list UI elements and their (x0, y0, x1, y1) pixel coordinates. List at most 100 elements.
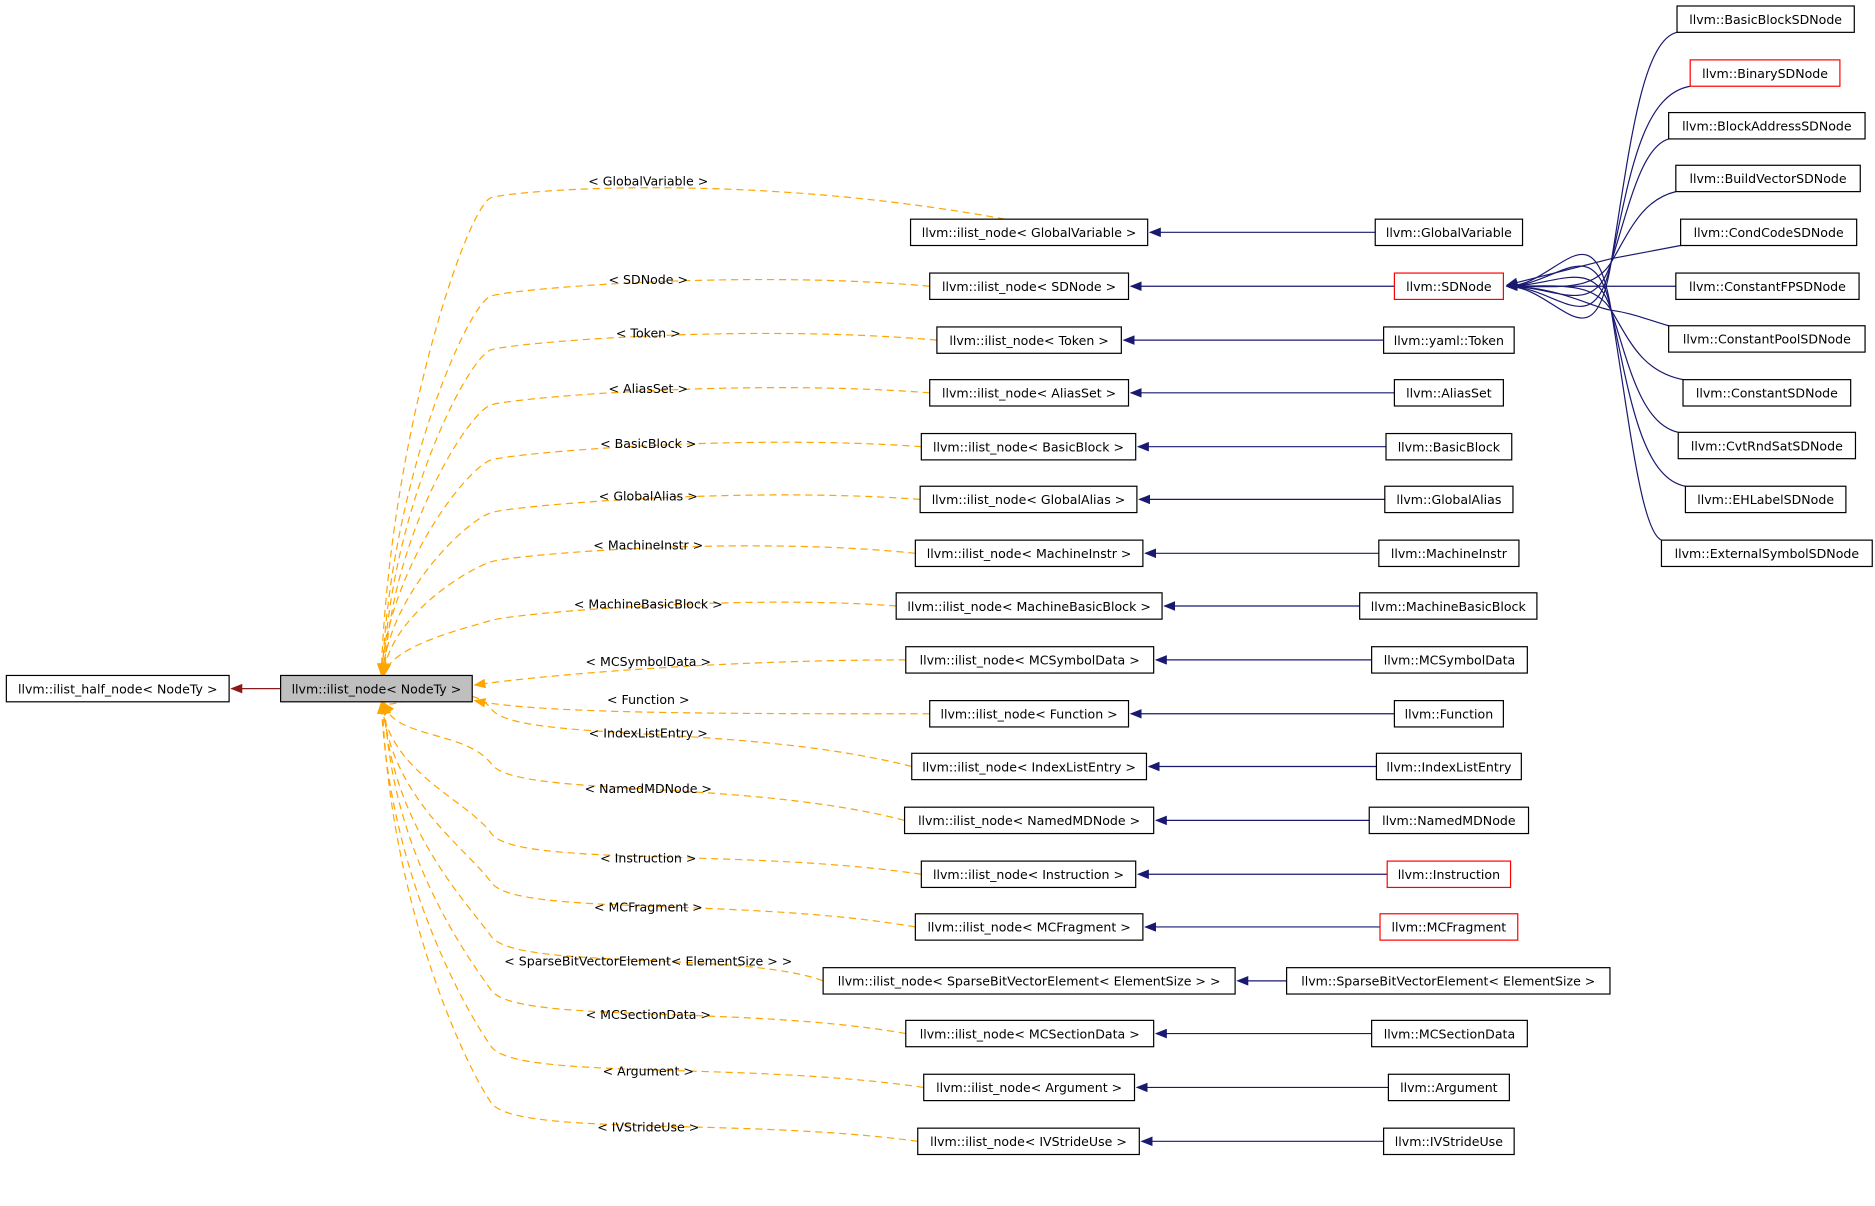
sdnode-subclass-node-label: llvm::ConstantPoolSDNode (1683, 332, 1851, 347)
sdnode-inheritance-edge (1505, 276, 1679, 433)
template-instance-node-label: llvm::ilist_node< IndexListEntry > (922, 759, 1136, 774)
template-instance-node-box (929, 700, 1130, 728)
sdnode-subclass-node[interactable]: llvm::EHLabelSDNode (1684, 485, 1847, 514)
derived-class-node[interactable]: llvm::SparseBitVectorElement< ElementSiz… (1286, 967, 1611, 995)
base-class-node-label: llvm::ilist_half_node< NodeTy > (18, 681, 218, 696)
derived-class-node[interactable]: llvm::MachineBasicBlock (1359, 592, 1538, 620)
sdnode-inheritance-edge (1505, 31, 1678, 319)
sdnode-subclass-node[interactable]: llvm::ConstantSDNode (1682, 379, 1852, 407)
template-instance-node[interactable]: llvm::ilist_node< MCSectionData > (905, 1019, 1155, 1048)
derived-class-node[interactable]: llvm::GlobalVariable (1374, 218, 1524, 247)
derived-class-node[interactable]: llvm::MCFragment (1379, 913, 1519, 941)
derived-class-node-box (1386, 860, 1512, 889)
derived-class-node[interactable]: llvm::MCSymbolData (1371, 646, 1528, 674)
derived-class-node-box (1379, 913, 1519, 941)
sdnode-subclass-node-label: llvm::CondCodeSDNode (1694, 225, 1844, 240)
template-instance-node[interactable]: llvm::ilist_node< Function > (929, 700, 1130, 728)
template-instance-node-box (929, 272, 1130, 301)
template-instance-node[interactable]: llvm::ilist_node< SDNode > (929, 272, 1130, 301)
sdnode-inheritance-edge (1505, 253, 1662, 541)
template-instance-node-label: llvm::ilist_node< MachineBasicBlock > (907, 599, 1151, 614)
derived-class-node-box (1393, 272, 1504, 301)
sdnode-subclass-node-label: llvm::BasicBlockSDNode (1689, 12, 1842, 27)
template-instance-node-box (903, 806, 1155, 835)
derived-class-node-label: llvm::SparseBitVectorElement< ElementSiz… (1301, 974, 1595, 989)
sdnode-subclass-node[interactable]: llvm::BinarySDNode (1689, 59, 1841, 87)
template-instance-node[interactable]: llvm::ilist_node< SparseBitVectorElement… (822, 967, 1236, 995)
sdnode-subclass-node-box (1675, 164, 1861, 193)
template-edge (377, 701, 922, 875)
template-instance-node[interactable]: llvm::ilist_node< MCSymbolData > (905, 646, 1155, 674)
template-instance-node[interactable]: llvm::ilist_node< Token > (936, 326, 1122, 354)
sdnode-subclass-node-box (1668, 111, 1866, 140)
sdnode-subclass-node[interactable]: llvm::ExternalSymbolSDNode (1660, 539, 1873, 568)
template-instance-node[interactable]: llvm::ilist_node< NamedMDNode > (903, 806, 1155, 835)
template-argument-label: < Token > (616, 326, 681, 341)
template-instance-node-box (917, 1127, 1140, 1156)
template-instance-node[interactable]: llvm::ilist_node< GlobalAlias > (919, 485, 1138, 514)
derived-class-node-label: llvm::MachineInstr (1391, 546, 1508, 561)
template-edge (381, 701, 905, 821)
template-instance-node[interactable]: llvm::ilist_node< MachineInstr > (914, 539, 1144, 568)
template-instance-node-box (905, 1019, 1155, 1048)
derived-class-node[interactable]: llvm::BasicBlock (1385, 432, 1513, 461)
sdnode-subclass-node-label: llvm::ConstantFPSDNode (1689, 279, 1846, 294)
derived-class-node-box (1384, 485, 1514, 514)
derived-class-node[interactable]: llvm::IVStrideUse (1383, 1127, 1515, 1156)
template-instance-node[interactable]: llvm::ilist_node< AliasSet > (929, 379, 1130, 407)
template-instance-node-label: llvm::ilist_node< MCSymbolData > (920, 653, 1140, 668)
sdnode-subclass-node[interactable]: llvm::CondCodeSDNode (1680, 218, 1858, 247)
derived-class-node-box (1385, 432, 1513, 461)
sdnode-subclass-node-box (1684, 485, 1847, 514)
derived-class-node[interactable]: llvm::Function (1393, 700, 1504, 728)
template-instance-node[interactable]: llvm::ilist_node< GlobalVariable > (909, 218, 1149, 247)
derived-class-node[interactable]: llvm::Argument (1387, 1073, 1510, 1102)
template-edge (380, 387, 930, 676)
derived-class-node[interactable]: llvm::IndexListEntry (1375, 752, 1522, 781)
sdnode-subclass-node[interactable]: llvm::CvtRndSatSDNode (1677, 431, 1857, 460)
sdnode-subclass-node-box (1660, 539, 1873, 568)
template-instance-node-label: llvm::ilist_node< Function > (941, 707, 1118, 722)
template-argument-label: < AliasSet > (609, 381, 689, 396)
sdnode-inheritance-edge (1505, 281, 1669, 327)
derived-class-node-label: llvm::MCSymbolData (1384, 653, 1516, 668)
base-class-node[interactable]: llvm::ilist_half_node< NodeTy > (5, 674, 230, 703)
sdnode-subclass-node[interactable]: llvm::BuildVectorSDNode (1675, 164, 1861, 193)
root-class-node[interactable]: llvm::ilist_node< NodeTy > (280, 674, 473, 703)
template-instance-node-label: llvm::ilist_node< SDNode > (942, 279, 1116, 294)
derived-class-node[interactable]: llvm::MCSectionData (1371, 1019, 1528, 1048)
template-instance-node-box (905, 646, 1155, 674)
derived-class-node[interactable]: llvm::GlobalAlias (1384, 485, 1514, 514)
derived-class-node[interactable]: llvm::yaml::Token (1383, 326, 1515, 354)
derived-class-node[interactable]: llvm::AliasSet (1393, 379, 1504, 407)
template-instance-node[interactable]: llvm::ilist_node< IndexListEntry > (911, 752, 1148, 781)
derived-class-node[interactable]: llvm::SDNode (1393, 272, 1504, 301)
derived-class-node-box (1286, 967, 1611, 995)
sdnode-subclass-node-label: llvm::ConstantSDNode (1696, 386, 1838, 401)
sdnode-subclass-node[interactable]: llvm::ConstantFPSDNode (1675, 272, 1860, 301)
derived-class-node[interactable]: llvm::Instruction (1386, 860, 1512, 889)
derived-class-node-label: llvm::MachineBasicBlock (1371, 599, 1527, 614)
template-instance-node[interactable]: llvm::ilist_node< BasicBlock > (920, 432, 1137, 461)
template-instance-node[interactable]: llvm::ilist_node< Instruction > (920, 860, 1137, 889)
template-instance-node-box (920, 860, 1137, 889)
template-instance-node-box (936, 326, 1122, 354)
template-instance-node[interactable]: llvm::ilist_node< MachineBasicBlock > (895, 592, 1163, 620)
derived-class-node[interactable]: llvm::MachineInstr (1378, 539, 1520, 568)
template-argument-label: < Instruction > (600, 850, 696, 865)
derived-class-node[interactable]: llvm::NamedMDNode (1368, 806, 1530, 835)
template-instance-node[interactable]: llvm::ilist_node< Argument > (923, 1073, 1136, 1102)
sdnode-subclass-node-box (1677, 431, 1857, 460)
sdnode-subclass-node[interactable]: llvm::ConstantPoolSDNode (1668, 325, 1866, 353)
sdnode-subclass-node-label: llvm::BinarySDNode (1702, 66, 1828, 81)
sdnode-subclass-node-label: llvm::ExternalSymbolSDNode (1675, 546, 1860, 561)
sdnode-subclass-node-label: llvm::EHLabelSDNode (1697, 492, 1834, 507)
sdnode-subclass-node[interactable]: llvm::BasicBlockSDNode (1676, 5, 1855, 33)
template-instance-node[interactable]: llvm::ilist_node< IVStrideUse > (917, 1127, 1140, 1156)
template-argument-label: < BasicBlock > (600, 436, 696, 451)
template-instance-node[interactable]: llvm::ilist_node< MCFragment > (914, 913, 1144, 941)
template-instance-node-box (929, 379, 1130, 407)
sdnode-subclass-node[interactable]: llvm::BlockAddressSDNode (1668, 111, 1866, 140)
template-instance-node-label: llvm::ilist_node< NamedMDNode > (918, 813, 1140, 828)
template-instance-node-box (914, 913, 1144, 941)
